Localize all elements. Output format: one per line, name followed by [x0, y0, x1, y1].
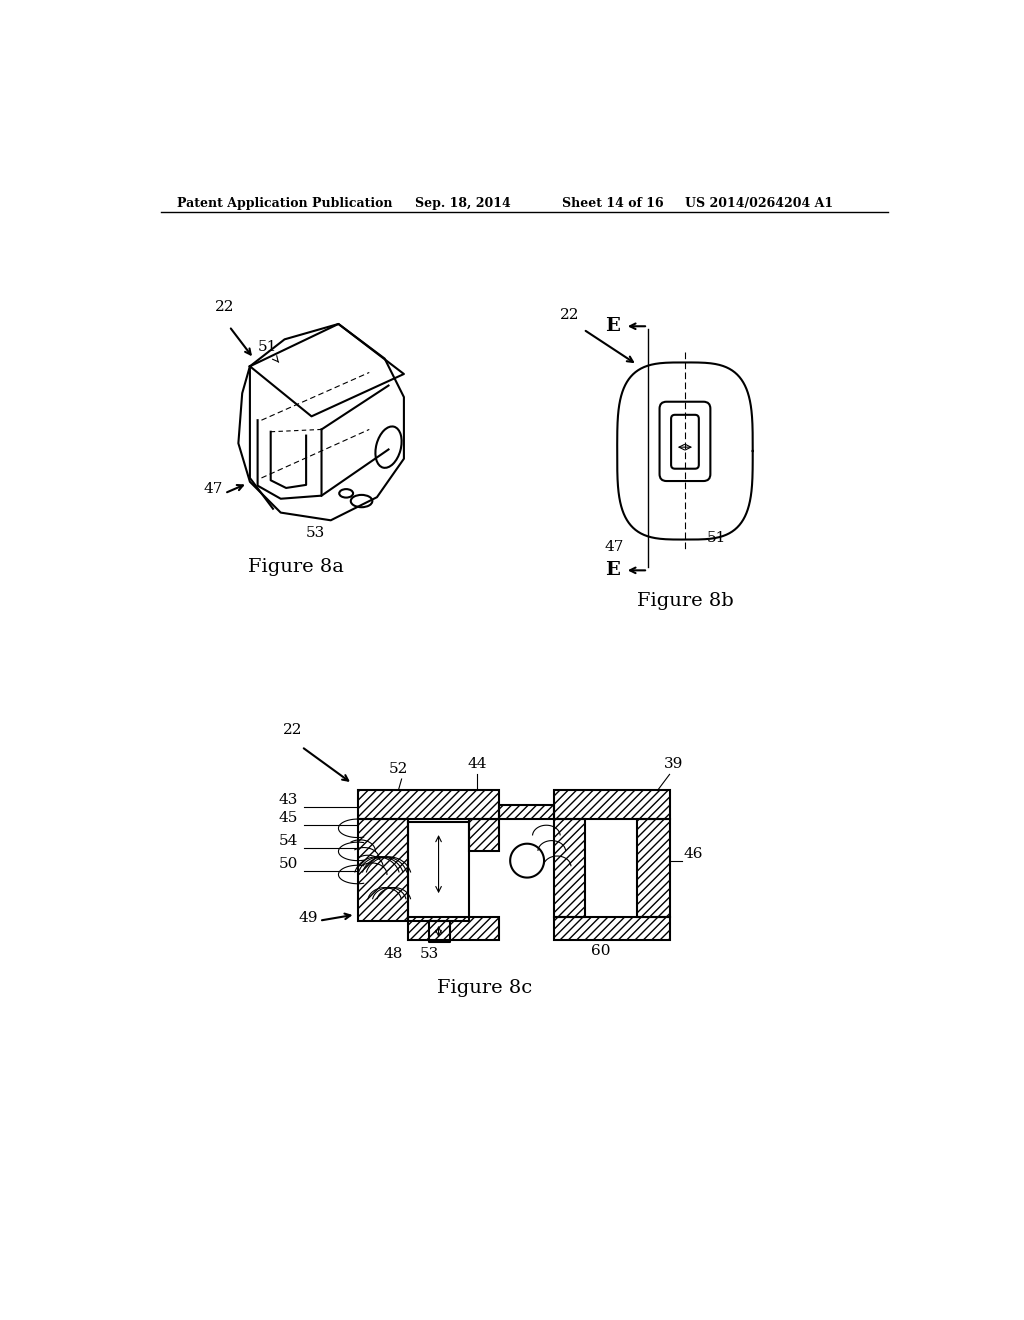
Text: Patent Application Publication: Patent Application Publication — [177, 197, 392, 210]
Text: Figure 8a: Figure 8a — [248, 557, 344, 576]
Text: US 2014/0264204 A1: US 2014/0264204 A1 — [685, 197, 834, 210]
Text: 49: 49 — [298, 911, 317, 925]
Text: Figure 8b: Figure 8b — [637, 593, 733, 610]
Text: Sep. 18, 2014: Sep. 18, 2014 — [416, 197, 511, 210]
Text: 53: 53 — [419, 946, 438, 961]
Text: 51: 51 — [707, 531, 726, 545]
Text: 52: 52 — [388, 762, 408, 776]
Text: 43: 43 — [279, 792, 298, 807]
Text: 39: 39 — [664, 758, 683, 771]
Text: 48: 48 — [383, 946, 402, 961]
Text: 50: 50 — [279, 858, 298, 871]
Text: 51: 51 — [258, 341, 276, 354]
Text: 22: 22 — [283, 723, 302, 738]
Text: 53: 53 — [306, 527, 326, 540]
Text: 22: 22 — [215, 300, 234, 314]
Text: 54: 54 — [279, 834, 298, 849]
Text: Figure 8c: Figure 8c — [437, 979, 532, 998]
Text: 60: 60 — [591, 944, 610, 958]
Text: E: E — [604, 317, 620, 335]
Text: E: E — [604, 561, 620, 579]
Text: 44: 44 — [468, 758, 487, 771]
Text: 45: 45 — [279, 810, 298, 825]
Text: Sheet 14 of 16: Sheet 14 of 16 — [562, 197, 664, 210]
Text: 22: 22 — [560, 308, 580, 322]
Text: 46: 46 — [683, 846, 702, 861]
Text: 47: 47 — [604, 540, 624, 554]
Text: 47: 47 — [204, 482, 223, 496]
